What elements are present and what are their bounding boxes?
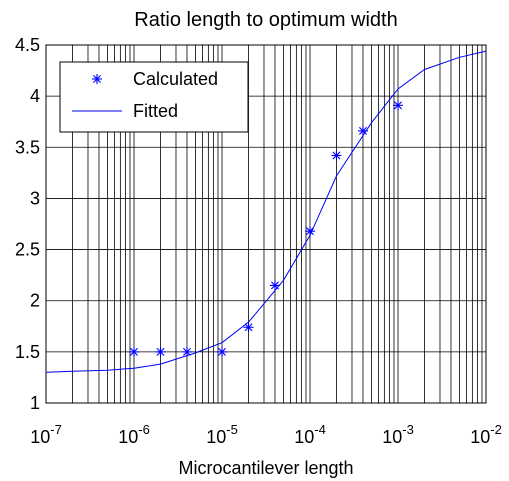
y-tick-label: 1: [30, 393, 40, 413]
calculated-point: [181, 346, 192, 357]
calculated-point: [305, 226, 315, 237]
calculated-point: [393, 100, 403, 111]
legend-calculated-marker: [92, 74, 102, 84]
calculated-point: [269, 280, 280, 291]
x-tick-label: 10-6: [118, 422, 150, 447]
x-tick-label: 10-3: [382, 422, 414, 447]
y-tick-label: 3.5: [15, 137, 40, 157]
x-tick-label: 10-7: [30, 422, 62, 447]
y-tick-label: 3: [30, 188, 40, 208]
calculated-point: [331, 150, 342, 161]
legend-box: [59, 61, 249, 133]
calculated-point: [243, 322, 254, 333]
y-tick-label: 2.5: [15, 240, 40, 260]
legend-fitted-label: Fitted: [133, 101, 178, 121]
x-tick-label: 10-4: [294, 422, 326, 447]
x-axis-label: Microcantilever length: [178, 458, 353, 478]
calculated-point: [155, 346, 166, 357]
y-tick-label: 4.5: [15, 35, 40, 55]
calculated-point: [357, 125, 368, 136]
y-tick-label: 1.5: [15, 342, 40, 362]
axes-frame: [45, 44, 487, 404]
chart-title: Ratio length to optimum width: [134, 9, 397, 31]
fitted-line: [45, 50, 487, 373]
y-tick-label: 2: [30, 291, 40, 311]
x-tick-label: 10-2: [470, 422, 502, 447]
plot-area: 1 1.5 2 2.5 3 3.5 4 4.5 10-7 10-6 10-5 10-4 10-3 10-2…: [15, 35, 502, 447]
calculated-point: [217, 346, 227, 357]
x-tick-label: 10-5: [206, 422, 238, 447]
y-tick-label: 4: [30, 86, 40, 106]
legend-calculated-label: Calculated: [133, 69, 218, 89]
calculated-point: [129, 346, 139, 357]
